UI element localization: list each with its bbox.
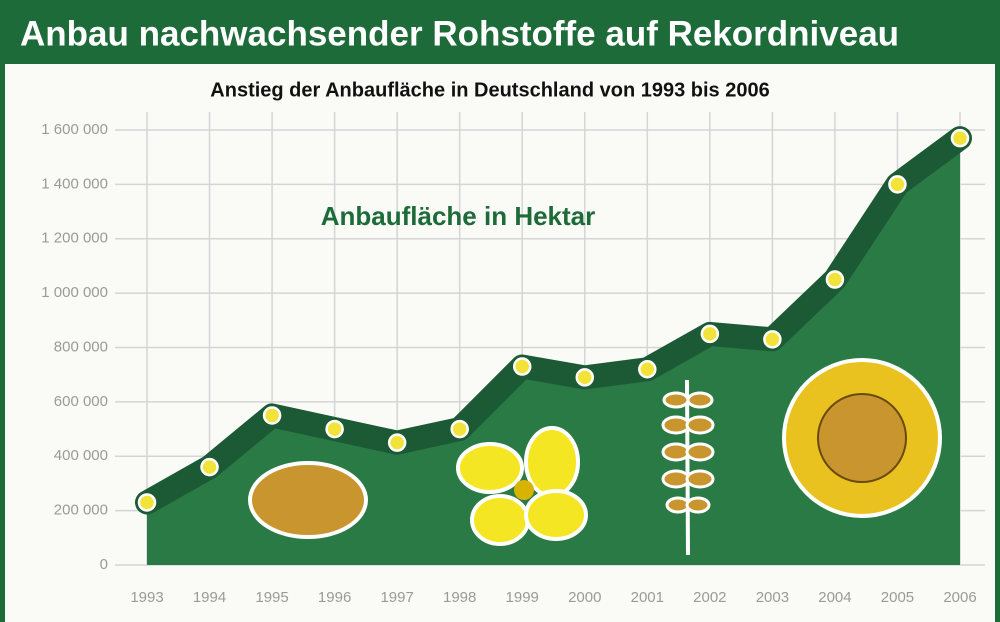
x-tick-label: 2004: [818, 589, 851, 606]
x-tick-label: 1995: [255, 589, 288, 606]
marker: [512, 357, 532, 376]
x-tick-label: 2001: [631, 589, 664, 606]
flower: [456, 426, 588, 546]
x-tick-label: 1993: [130, 589, 163, 606]
marker: [700, 324, 720, 344]
annotation: Anbaufläche in Hektar: [321, 201, 596, 231]
x-tick-label: 1997: [380, 589, 413, 606]
x-tick-label: 1998: [443, 589, 476, 606]
marker: [137, 493, 157, 512]
y-tick-label: 800 000: [54, 338, 108, 355]
y-tick-label: 400 000: [54, 447, 108, 464]
x-tick-label: 1999: [506, 589, 539, 606]
x-tick-label: 2002: [693, 589, 726, 606]
marker: [638, 360, 657, 379]
marker: [450, 419, 469, 439]
y-tick-label: 600 000: [54, 393, 108, 410]
marks: [135, 126, 972, 515]
marker: [575, 368, 595, 387]
y-tick-label: 1 000 000: [41, 284, 108, 301]
area: [147, 138, 960, 565]
marker: [888, 175, 907, 194]
marker: [763, 330, 782, 349]
potato: [248, 461, 368, 539]
marker: [262, 406, 282, 425]
y-tick-label: 200 000: [54, 502, 108, 519]
area-layer: [147, 138, 960, 565]
x-tick-label: 2005: [881, 589, 914, 606]
sunflower: [782, 358, 942, 518]
x-tick-label: 1994: [193, 589, 226, 606]
marker: [387, 433, 407, 452]
y-tick-label: 1 200 000: [41, 230, 108, 247]
illustrations: [248, 358, 942, 556]
x-tick-label: 2003: [756, 589, 789, 606]
line: [135, 126, 972, 515]
x-tick-label: 2006: [943, 589, 976, 606]
x-tick-label: 1996: [318, 589, 351, 606]
chart-title: Anbau nachwachsender Rohstoffe auf Rekor…: [20, 14, 899, 53]
marker: [950, 128, 970, 148]
marker: [325, 419, 344, 439]
y-tick-label: 1 400 000: [41, 175, 108, 192]
marker: [825, 270, 845, 289]
chart-subtitle: Anstieg der Anbaufläche in Deutschland v…: [210, 79, 769, 101]
y-tick-label: 1 600 000: [41, 121, 108, 138]
x-tick-label: 2000: [568, 589, 601, 606]
y-tick-label: 0: [100, 556, 108, 573]
marker: [200, 457, 219, 477]
wheat: [661, 379, 715, 556]
